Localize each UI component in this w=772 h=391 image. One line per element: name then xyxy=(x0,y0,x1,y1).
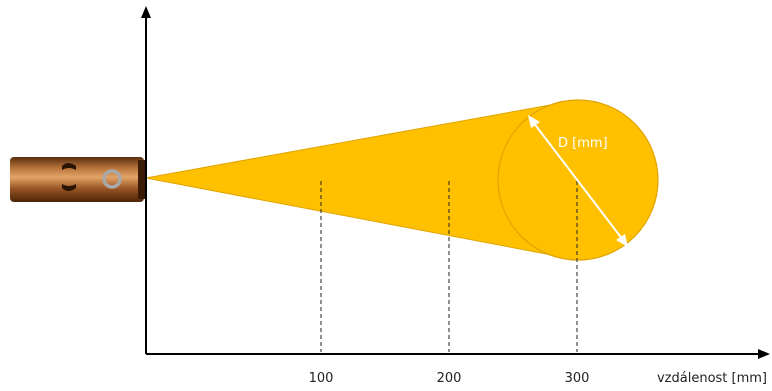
arrowhead-bottom xyxy=(616,234,628,247)
sensor-led-ring xyxy=(102,169,122,189)
x-axis-arrowhead xyxy=(758,349,770,359)
arrowhead-top xyxy=(528,115,540,128)
tick-label-200: 200 xyxy=(437,371,462,386)
sensor-body xyxy=(10,157,144,202)
sensor-slot-2 xyxy=(62,184,76,191)
sensor-device xyxy=(10,157,146,202)
beam-cone xyxy=(145,99,659,261)
tick-label-300: 300 xyxy=(565,371,590,386)
sensor-front-face xyxy=(138,160,146,199)
distance-markers xyxy=(320,181,578,352)
diameter-label: D [mm] xyxy=(558,136,608,151)
sensor-slot-1 xyxy=(62,163,76,170)
tick-label-100: 100 xyxy=(309,371,334,386)
diameter-arrow xyxy=(528,115,628,247)
x-axis-title: vzdálenost [mm] xyxy=(657,371,767,386)
y-axis-arrowhead xyxy=(141,6,151,18)
axes xyxy=(141,6,770,359)
